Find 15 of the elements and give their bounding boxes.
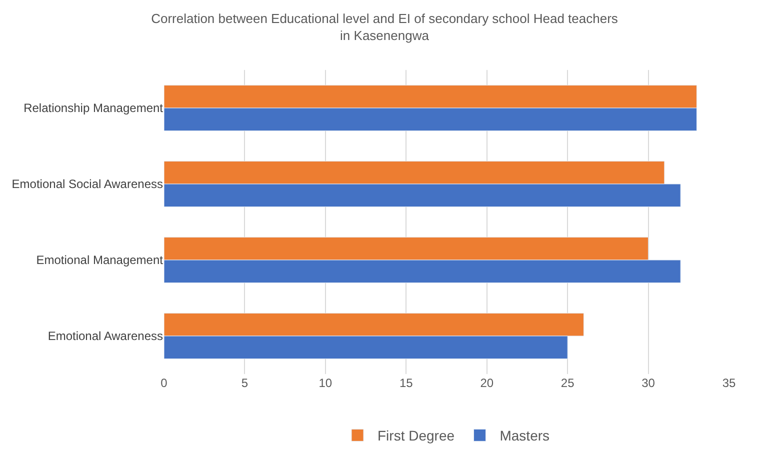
x-tick-label: 25	[560, 376, 575, 390]
x-tick-label: 35	[722, 376, 736, 390]
y-tick-label: Relationship Management	[24, 101, 164, 116]
legend-label: First Degree	[378, 428, 455, 444]
x-tick-label: 20	[480, 376, 494, 390]
chart-title: Correlation between Educational level and EI of secondary school Head teachers in Kasenengwa	[151, 11, 618, 44]
y-tick-label: Emotional Management	[36, 253, 164, 268]
x-tick-label: 5	[241, 376, 248, 390]
x-tick-label: 10	[318, 376, 332, 390]
x-tick-label: 30	[642, 376, 656, 390]
y-tick-label: Emotional Social Awareness	[12, 177, 163, 192]
y-tick-label: Emotional Awareness	[48, 329, 163, 344]
legend-label: Masters	[500, 428, 550, 444]
x-tick-label: 0	[160, 376, 168, 390]
x-tick-label: 15	[399, 376, 414, 390]
